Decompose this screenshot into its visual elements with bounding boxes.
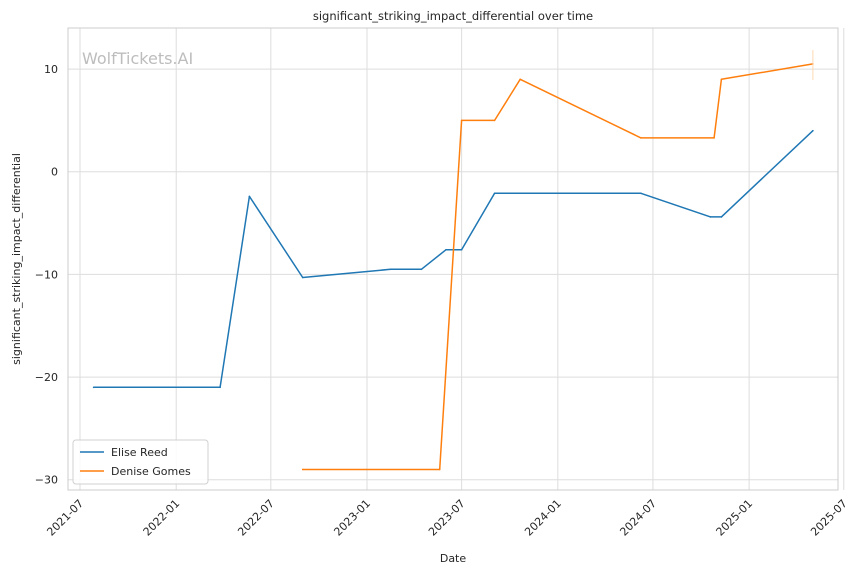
data-point (460, 119, 463, 122)
grid (68, 28, 845, 490)
y-tick-label: 0 (51, 166, 58, 179)
x-tick-label: 2025-07 (808, 497, 850, 539)
data-point (445, 248, 447, 251)
data-point (713, 137, 715, 139)
y-tick-label: 10 (44, 63, 58, 76)
data-point (493, 192, 496, 195)
watermark-text: WolfTickets.AI (82, 49, 193, 68)
data-point (493, 119, 496, 122)
data-point (460, 248, 463, 251)
x-tick-label: 2021-07 (44, 497, 86, 539)
y-tick-label: −30 (35, 474, 58, 487)
data-point (640, 137, 642, 139)
data-point (709, 216, 712, 218)
data-point (438, 468, 441, 471)
legend-label: Elise Reed (111, 446, 168, 459)
data-point (519, 78, 521, 81)
y-axis-label: significant_striking_impact_differential (10, 153, 23, 365)
y-tick-label: −10 (35, 268, 58, 281)
data-point (420, 268, 423, 271)
data-point (720, 216, 723, 218)
data-point (812, 129, 814, 132)
plot-area-frame (67, 27, 839, 491)
legend-box (72, 439, 209, 485)
data-point (248, 195, 251, 198)
data-point (389, 268, 392, 271)
x-axis-label: Date (440, 552, 467, 565)
y-tick-label: −20 (35, 371, 58, 384)
x-tick-label: 2025-01 (714, 497, 756, 539)
data-point (720, 78, 723, 81)
x-tick-label: 2024-01 (522, 497, 564, 539)
data-point (640, 192, 642, 195)
data-point (301, 276, 304, 279)
data-point (301, 468, 304, 471)
x-tick-label: 2023-07 (426, 497, 468, 539)
x-tick-label: 2024-07 (617, 497, 659, 539)
series-lines (92, 49, 814, 471)
data-point (92, 386, 95, 389)
chart-title: significant_striking_impact_differential… (313, 9, 593, 23)
x-tick-label: 2022-01 (141, 497, 183, 539)
x-tick-label: 2022-07 (235, 497, 277, 539)
legend: Elise Reed Denise Gomes (72, 439, 209, 485)
x-tick-label: 2023-01 (331, 497, 373, 539)
legend-label: Denise Gomes (111, 465, 191, 478)
data-point (219, 386, 221, 389)
